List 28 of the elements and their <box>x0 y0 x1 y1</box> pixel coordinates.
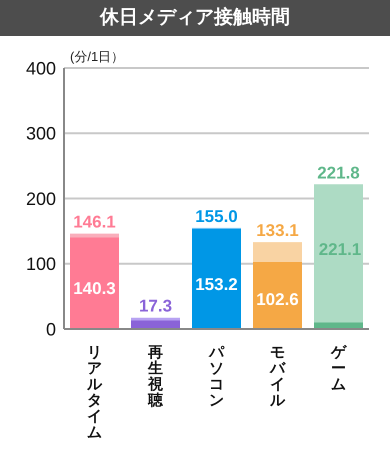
total-label: 155.0 <box>195 206 238 226</box>
bar <box>70 237 119 329</box>
y-tick-label: 100 <box>26 254 56 274</box>
total-label: 17.3 <box>138 296 172 316</box>
data-label: 153.2 <box>195 275 238 294</box>
bar <box>314 184 363 322</box>
bar <box>192 229 241 329</box>
data-label: 102.6 <box>256 290 299 309</box>
total-label: 133.1 <box>256 221 299 240</box>
chart-title: 休日メディア接触時間 <box>0 0 390 36</box>
x-tick-label: リアルタイム <box>86 344 103 441</box>
total-label: 146.1 <box>73 212 116 232</box>
total-label: 221.8 <box>317 163 360 182</box>
annotation: 221.1 <box>318 240 362 260</box>
x-tick-label: パソコン <box>208 344 225 409</box>
bar <box>253 262 302 329</box>
x-tick-label: ゲーム <box>330 344 347 393</box>
x-tick-label: 再生視聴 <box>147 344 164 409</box>
x-tick-label: モバイル <box>269 344 286 409</box>
bar <box>253 242 302 262</box>
bar <box>70 234 119 238</box>
y-tick-label: 0 <box>46 319 56 340</box>
y-tick-label: 300 <box>26 124 56 144</box>
y-tick-label: 400 <box>26 58 56 78</box>
data-label: 140.3 <box>73 278 116 298</box>
y-tick-label: 200 <box>26 188 56 209</box>
bar <box>131 318 180 321</box>
y-axis-title: (分/1日） <box>70 48 124 66</box>
